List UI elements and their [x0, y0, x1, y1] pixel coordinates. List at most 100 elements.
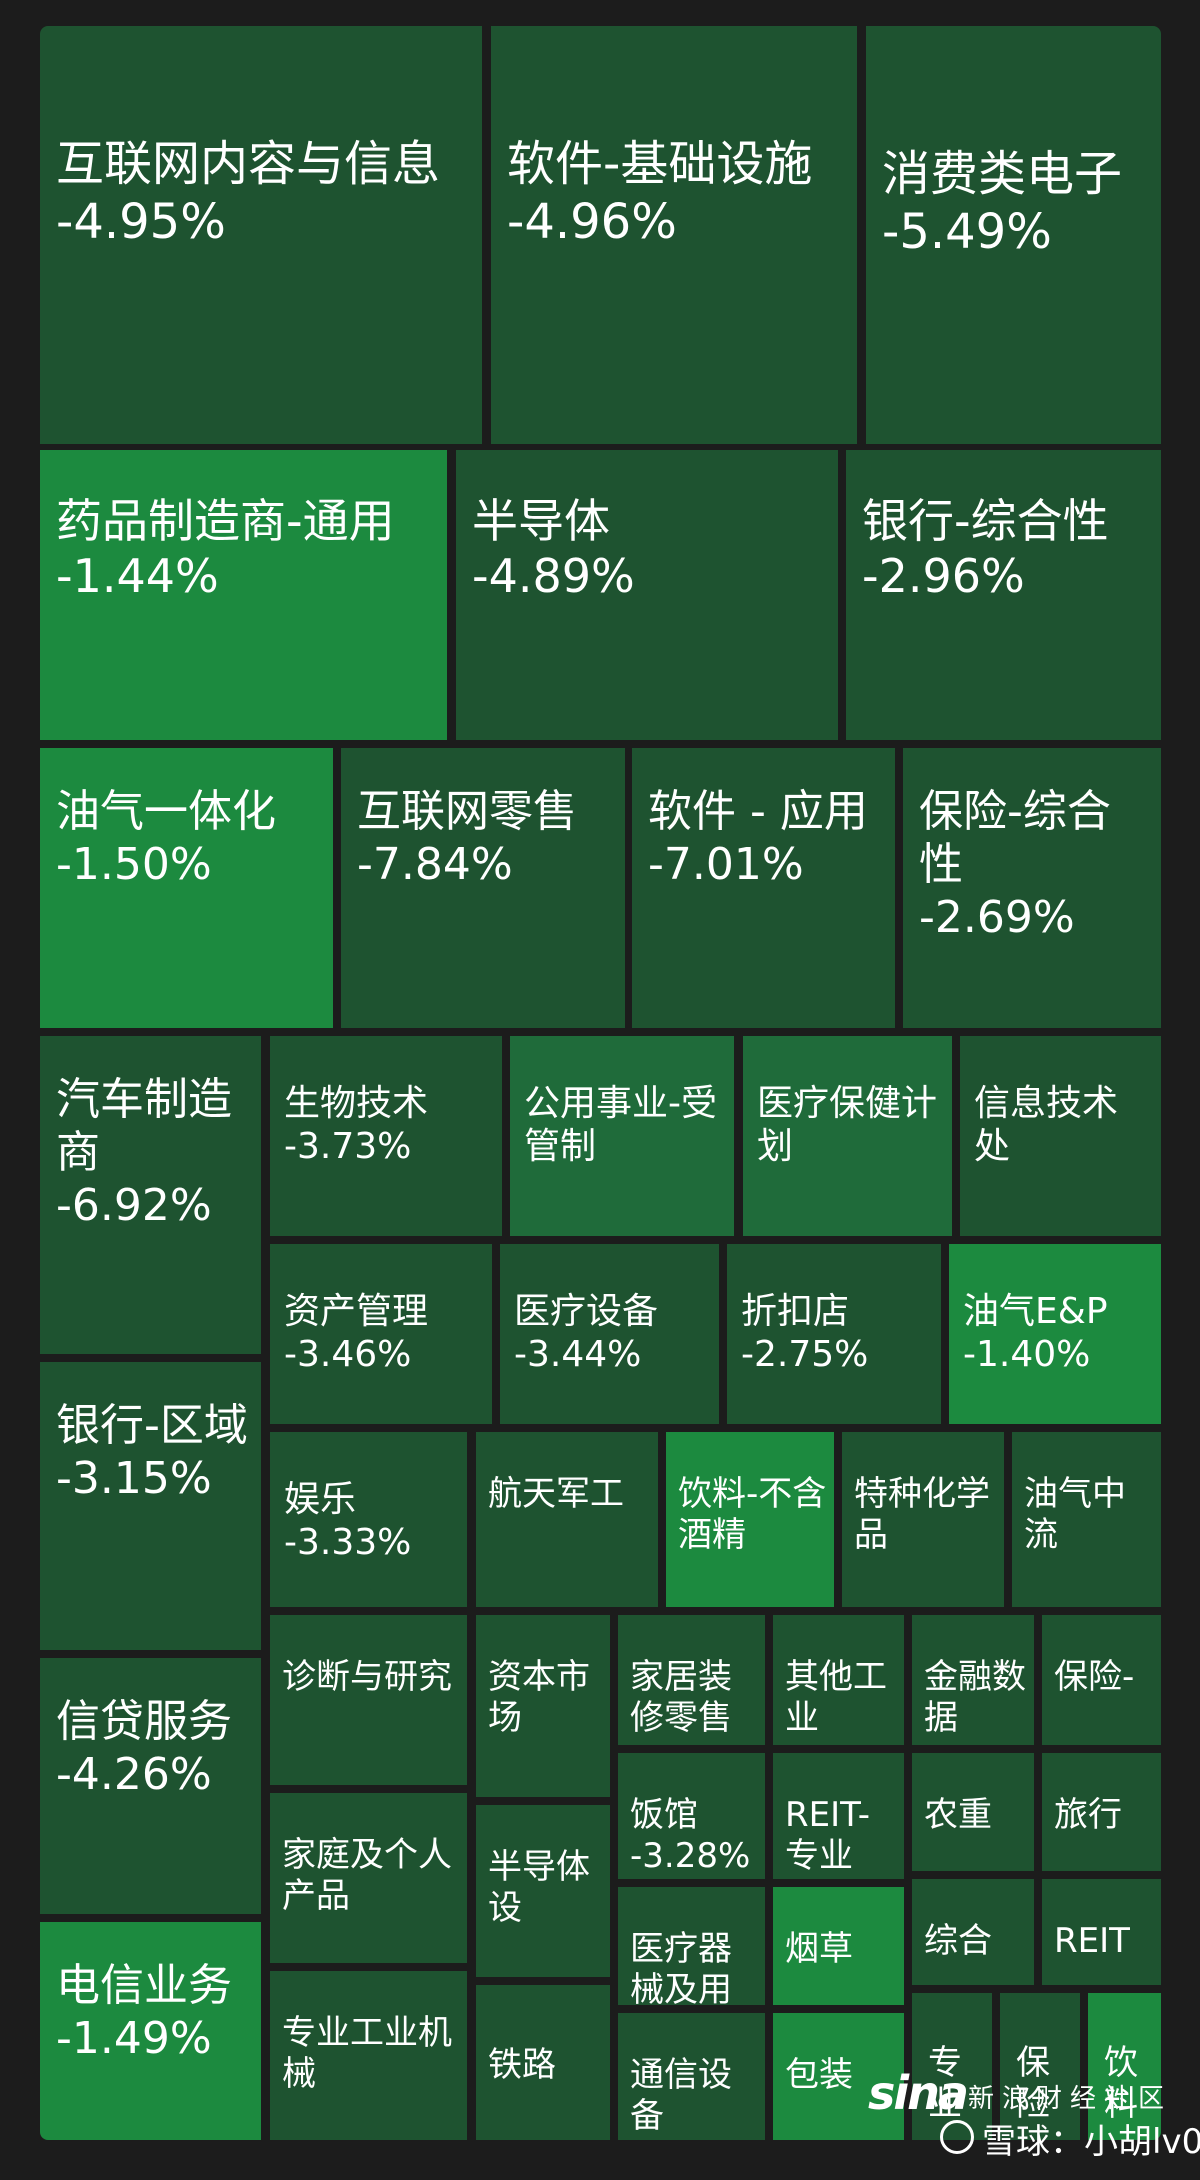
tile-change: -3.28%	[630, 1835, 751, 1876]
treemap-tile[interactable]: 公用事业-受管制	[510, 1036, 734, 1236]
tile-change: -4.89%	[472, 549, 635, 604]
tile-label: 医疗器械及用	[630, 1929, 732, 2005]
treemap-tile[interactable]: 其他工业	[773, 1615, 904, 1745]
treemap-tile[interactable]: 消费类电子 -5.49%	[866, 26, 1161, 444]
tile-label: 其他工业	[785, 1657, 887, 1738]
treemap-tile[interactable]: 金融数据	[912, 1615, 1034, 1745]
treemap-tile[interactable]: 信贷服务 -4.26%	[40, 1658, 261, 1914]
treemap-tile[interactable]: 保险-	[1042, 1615, 1161, 1745]
tile-label: 油气中流	[1024, 1474, 1126, 1555]
tile-label: 半导体设	[488, 1847, 590, 1928]
treemap-tile[interactable]: 药品制造商-通用 -1.44%	[40, 450, 447, 740]
treemap-tile[interactable]: 诊断与研究	[270, 1615, 467, 1785]
tile-label: 金融数据	[924, 1657, 1026, 1738]
tile-label: 公用事业-受管制	[524, 1083, 717, 1168]
tile-change: -2.96%	[862, 549, 1025, 604]
watermark-user: 雪球：小胡lv0	[982, 2122, 1200, 2162]
tile-label: 资本市场	[488, 1657, 590, 1738]
treemap-tile[interactable]: 信息技术处	[960, 1036, 1161, 1236]
treemap-tile[interactable]: 油气一体化 -1.50%	[40, 748, 333, 1028]
tile-label: 综合	[924, 1921, 992, 1961]
tile-change: -3.15%	[56, 1452, 212, 1504]
treemap-tile[interactable]: 家庭及个人产品	[270, 1793, 467, 1963]
tile-change: -1.40%	[963, 1334, 1091, 1376]
treemap-tile[interactable]: 互联网零售 -7.84%	[341, 748, 625, 1028]
tile-label: REIT	[1054, 1921, 1130, 1961]
tile-change: -2.69%	[919, 891, 1075, 943]
tile-label: 家庭及个人产品	[282, 1835, 452, 1916]
tile-label: 药品制造商-通用	[56, 494, 395, 548]
tile-label: 铁路	[488, 2045, 556, 2085]
treemap-tile[interactable]: 铁路	[476, 1985, 610, 2140]
tile-label: 烟草	[785, 1929, 853, 1969]
treemap-tile[interactable]: 农重	[912, 1753, 1034, 1871]
tile-label: 医疗设备	[514, 1291, 659, 1332]
treemap-tile[interactable]: 互联网内容与信息 -4.95%	[40, 26, 482, 444]
tile-label: 消费类电子	[882, 146, 1123, 202]
tile-change: -4.95%	[56, 193, 226, 250]
tile-label: 特种化学品	[854, 1474, 990, 1555]
tile-label: 互联网内容与信息	[56, 136, 441, 192]
treemap-tile[interactable]: 资产管理 -3.46%	[270, 1244, 492, 1424]
treemap-tile[interactable]: 保险	[1000, 1993, 1080, 2140]
treemap-tile[interactable]: 通信设备	[618, 2013, 765, 2140]
tile-label: 航天军工	[488, 1474, 624, 1514]
treemap-tile[interactable]: 医疗器械及用	[618, 1887, 765, 2005]
treemap-tile[interactable]: 保险-综合性 -2.69%	[903, 748, 1161, 1028]
watermark-site: 新浪财经社区	[968, 2084, 1173, 2114]
treemap-tile[interactable]: 娱乐 -3.33%	[270, 1432, 467, 1607]
tile-label: 汽车制造商	[56, 1074, 232, 1178]
tile-label: REIT-专业	[785, 1795, 871, 1876]
tile-label: 家居装修零售	[630, 1657, 732, 1738]
treemap-tile[interactable]: 生物技术 -3.73%	[270, 1036, 502, 1236]
treemap-tile[interactable]: 专业	[912, 1993, 992, 2140]
treemap-tile[interactable]: REIT-专业	[773, 1753, 904, 1879]
treemap-tile[interactable]: 饮料	[1088, 1993, 1161, 2140]
treemap-tile[interactable]: 银行-综合性 -2.96%	[846, 450, 1161, 740]
treemap-tile[interactable]: 特种化学品	[842, 1432, 1004, 1607]
treemap-tile[interactable]: 银行-区域 -3.15%	[40, 1362, 261, 1650]
treemap-tile[interactable]: 软件 - 应用 -7.01%	[632, 748, 895, 1028]
treemap-tile[interactable]: 半导体 -4.89%	[456, 450, 838, 740]
treemap-tile[interactable]: 半导体设	[476, 1805, 610, 1977]
tile-label: 饭馆	[630, 1795, 698, 1835]
tile-change: -2.75%	[741, 1334, 869, 1376]
tile-change: -3.46%	[284, 1334, 412, 1376]
treemap-tile[interactable]: 汽车制造商 -6.92%	[40, 1036, 261, 1354]
treemap-tile[interactable]: REIT	[1042, 1879, 1161, 1985]
treemap-tile[interactable]: 综合	[912, 1879, 1034, 1985]
treemap-tile[interactable]: 油气中流	[1012, 1432, 1161, 1607]
tile-label: 银行-区域	[56, 1400, 248, 1451]
treemap-tile[interactable]: 饮料-不含酒精	[666, 1432, 834, 1607]
treemap-tile[interactable]: 包装	[773, 2013, 904, 2140]
tile-label: 半导体	[472, 494, 610, 548]
tile-change: -1.44%	[56, 549, 219, 604]
treemap-tile[interactable]: 油气E&P -1.40%	[949, 1244, 1161, 1424]
treemap-tile[interactable]: 航天军工	[476, 1432, 658, 1607]
treemap-tile[interactable]: 专业工业机械	[270, 1971, 467, 2140]
tile-change: -7.01%	[648, 838, 804, 890]
tile-label: 电信业务	[56, 1960, 232, 2011]
tile-change: -3.33%	[284, 1522, 412, 1564]
treemap-tile[interactable]: 医疗保健计划	[743, 1036, 952, 1236]
tile-label: 保险-	[1054, 1657, 1135, 1697]
treemap-tile[interactable]: 折扣店 -2.75%	[727, 1244, 941, 1424]
sina-logo: sina	[868, 2066, 969, 2120]
tile-label: 银行-综合性	[862, 494, 1109, 548]
treemap-tile[interactable]: 医疗设备 -3.44%	[500, 1244, 719, 1424]
tile-change: -6.92%	[56, 1179, 212, 1231]
treemap-tile[interactable]: 旅行	[1042, 1753, 1161, 1871]
tile-label: 饮料	[1104, 2043, 1138, 2124]
tile-label: 包装	[785, 2055, 853, 2095]
treemap-tile[interactable]: 饭馆 -3.28%	[618, 1753, 765, 1879]
treemap-tile[interactable]: 烟草	[773, 1887, 904, 2005]
treemap-tile[interactable]: 电信业务 -1.49%	[40, 1922, 261, 2140]
tile-label: 专业工业机械	[282, 2013, 452, 2094]
watermark: sina 新浪财经社区 雪球：小胡lv0	[860, 2064, 1200, 2174]
tile-label: 旅行	[1054, 1795, 1122, 1835]
treemap-tile[interactable]: 资本市场	[476, 1615, 610, 1797]
tile-label: 信息技术处	[974, 1083, 1119, 1168]
treemap-tile[interactable]: 软件-基础设施 -4.96%	[491, 26, 857, 444]
tile-label: 农重	[924, 1795, 992, 1835]
treemap-tile[interactable]: 家居装修零售	[618, 1615, 765, 1745]
